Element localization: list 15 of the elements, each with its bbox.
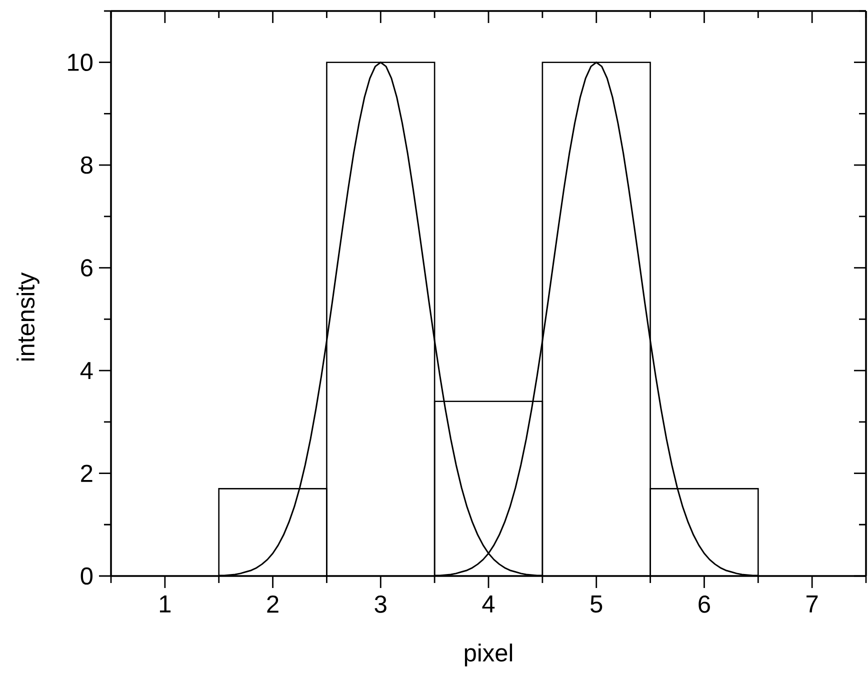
x-tick-label: 1 [160, 596, 171, 612]
y-tick-label: 2 [81, 464, 92, 482]
y-axis-title: intensity [16, 272, 40, 361]
y-tick-label: 10 [68, 54, 93, 72]
x-tick-label: 7 [806, 596, 818, 612]
y-tick-label: 0 [80, 567, 93, 585]
x-tick-label: 2 [267, 596, 278, 613]
x-tick-label: 5 [590, 596, 602, 613]
x-tick-label: 3 [374, 596, 386, 613]
y-tick-label: 6 [81, 259, 92, 276]
x-axis-title: pixel [464, 644, 512, 666]
x-tick-label: 4 [482, 596, 495, 612]
y-tick-label: 4 [80, 362, 93, 379]
x-tick-label: 6 [698, 596, 710, 613]
y-tick-label: 8 [80, 156, 92, 174]
